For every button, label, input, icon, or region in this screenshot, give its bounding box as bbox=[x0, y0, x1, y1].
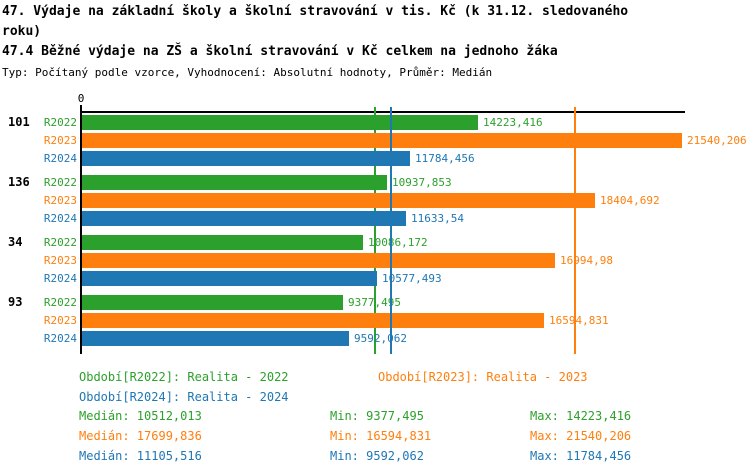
chart-title: 47. Výdaje na základní školy a školní st… bbox=[2, 4, 629, 39]
legend-entry-r2024: Období[R2024]: Realita - 2024 bbox=[79, 390, 289, 404]
row-label: R2022 bbox=[43, 296, 77, 309]
y-axis-line bbox=[80, 105, 82, 354]
row-label: R2023 bbox=[43, 254, 77, 267]
stat-median-r2022: Medián: 10512,013 bbox=[79, 409, 202, 423]
bar-value-label: 9592,062 bbox=[354, 332, 407, 345]
bar-value-label: 11633,54 bbox=[411, 212, 464, 225]
bar-value-label: 16594,831 bbox=[549, 314, 609, 327]
bar-r2024 bbox=[82, 211, 406, 226]
bar-r2022 bbox=[82, 295, 343, 310]
chart-meta: Typ: Počítaný podle vzorce, Vyhodnocení:… bbox=[2, 66, 493, 79]
bar-r2023 bbox=[82, 193, 595, 208]
group-label: 136 bbox=[8, 175, 30, 189]
x-axis-tick-label: 0 bbox=[77, 92, 85, 105]
row-label: R2022 bbox=[43, 116, 77, 129]
bar-value-label: 10577,493 bbox=[382, 272, 442, 285]
x-axis-line bbox=[80, 111, 685, 113]
bar-r2024 bbox=[82, 331, 349, 346]
stat-min-r2023: Min: 16594,831 bbox=[330, 429, 432, 443]
stat-min-r2022: Min: 9377,495 bbox=[330, 409, 424, 423]
stat-min-r2024: Min: 9592,062 bbox=[330, 449, 424, 463]
bar-value-label: 18404,692 bbox=[600, 194, 660, 207]
stat-max-r2022: Max: 14223,416 bbox=[530, 409, 632, 423]
row-label: R2024 bbox=[43, 332, 77, 345]
row-label: R2024 bbox=[43, 272, 77, 285]
bar-r2023 bbox=[82, 253, 555, 268]
row-label: R2023 bbox=[43, 314, 77, 327]
bar-value-label: 10937,853 bbox=[392, 176, 452, 189]
stat-median-r2024: Medián: 11105,516 bbox=[79, 449, 202, 463]
bar-value-label: 9377,495 bbox=[348, 296, 401, 309]
legend-entry-r2022: Období[R2022]: Realita - 2022 bbox=[79, 370, 289, 384]
legend-entry-r2023: Období[R2023]: Realita - 2023 bbox=[378, 370, 588, 384]
row-label: R2022 bbox=[43, 236, 77, 249]
row-label: R2023 bbox=[43, 194, 77, 207]
bar-r2024 bbox=[82, 271, 377, 286]
row-label: R2024 bbox=[43, 152, 77, 165]
row-label: R2022 bbox=[43, 176, 77, 189]
bar-r2023 bbox=[82, 313, 544, 328]
bar-value-label: 16994,98 bbox=[560, 254, 613, 267]
stat-median-r2023: Medián: 17699,836 bbox=[79, 429, 202, 443]
bar-r2024 bbox=[82, 151, 410, 166]
bar-value-label: 14223,416 bbox=[483, 116, 543, 129]
median-line-r2022 bbox=[374, 107, 376, 354]
stat-max-r2023: Max: 21540,206 bbox=[530, 429, 632, 443]
row-label: R2024 bbox=[43, 212, 77, 225]
group-label: 93 bbox=[8, 295, 23, 309]
bar-value-label: 11784,456 bbox=[415, 152, 475, 165]
row-label: R2023 bbox=[43, 134, 77, 147]
chart-subtitle: 47.4 Běžné výdaje na ZŠ a školní stravov… bbox=[2, 44, 558, 59]
bar-r2023 bbox=[82, 133, 682, 148]
bar-value-label: 10086,172 bbox=[368, 236, 428, 249]
bar-r2022 bbox=[82, 115, 478, 130]
bar-r2022 bbox=[82, 235, 363, 250]
bar-value-label: 21540,206 bbox=[687, 134, 747, 147]
group-label: 101 bbox=[8, 115, 30, 129]
stat-max-r2024: Max: 11784,456 bbox=[530, 449, 632, 463]
median-line-r2024 bbox=[390, 107, 392, 354]
group-label: 34 bbox=[8, 235, 23, 249]
median-line-r2023 bbox=[574, 107, 576, 354]
bar-r2022 bbox=[82, 175, 387, 190]
